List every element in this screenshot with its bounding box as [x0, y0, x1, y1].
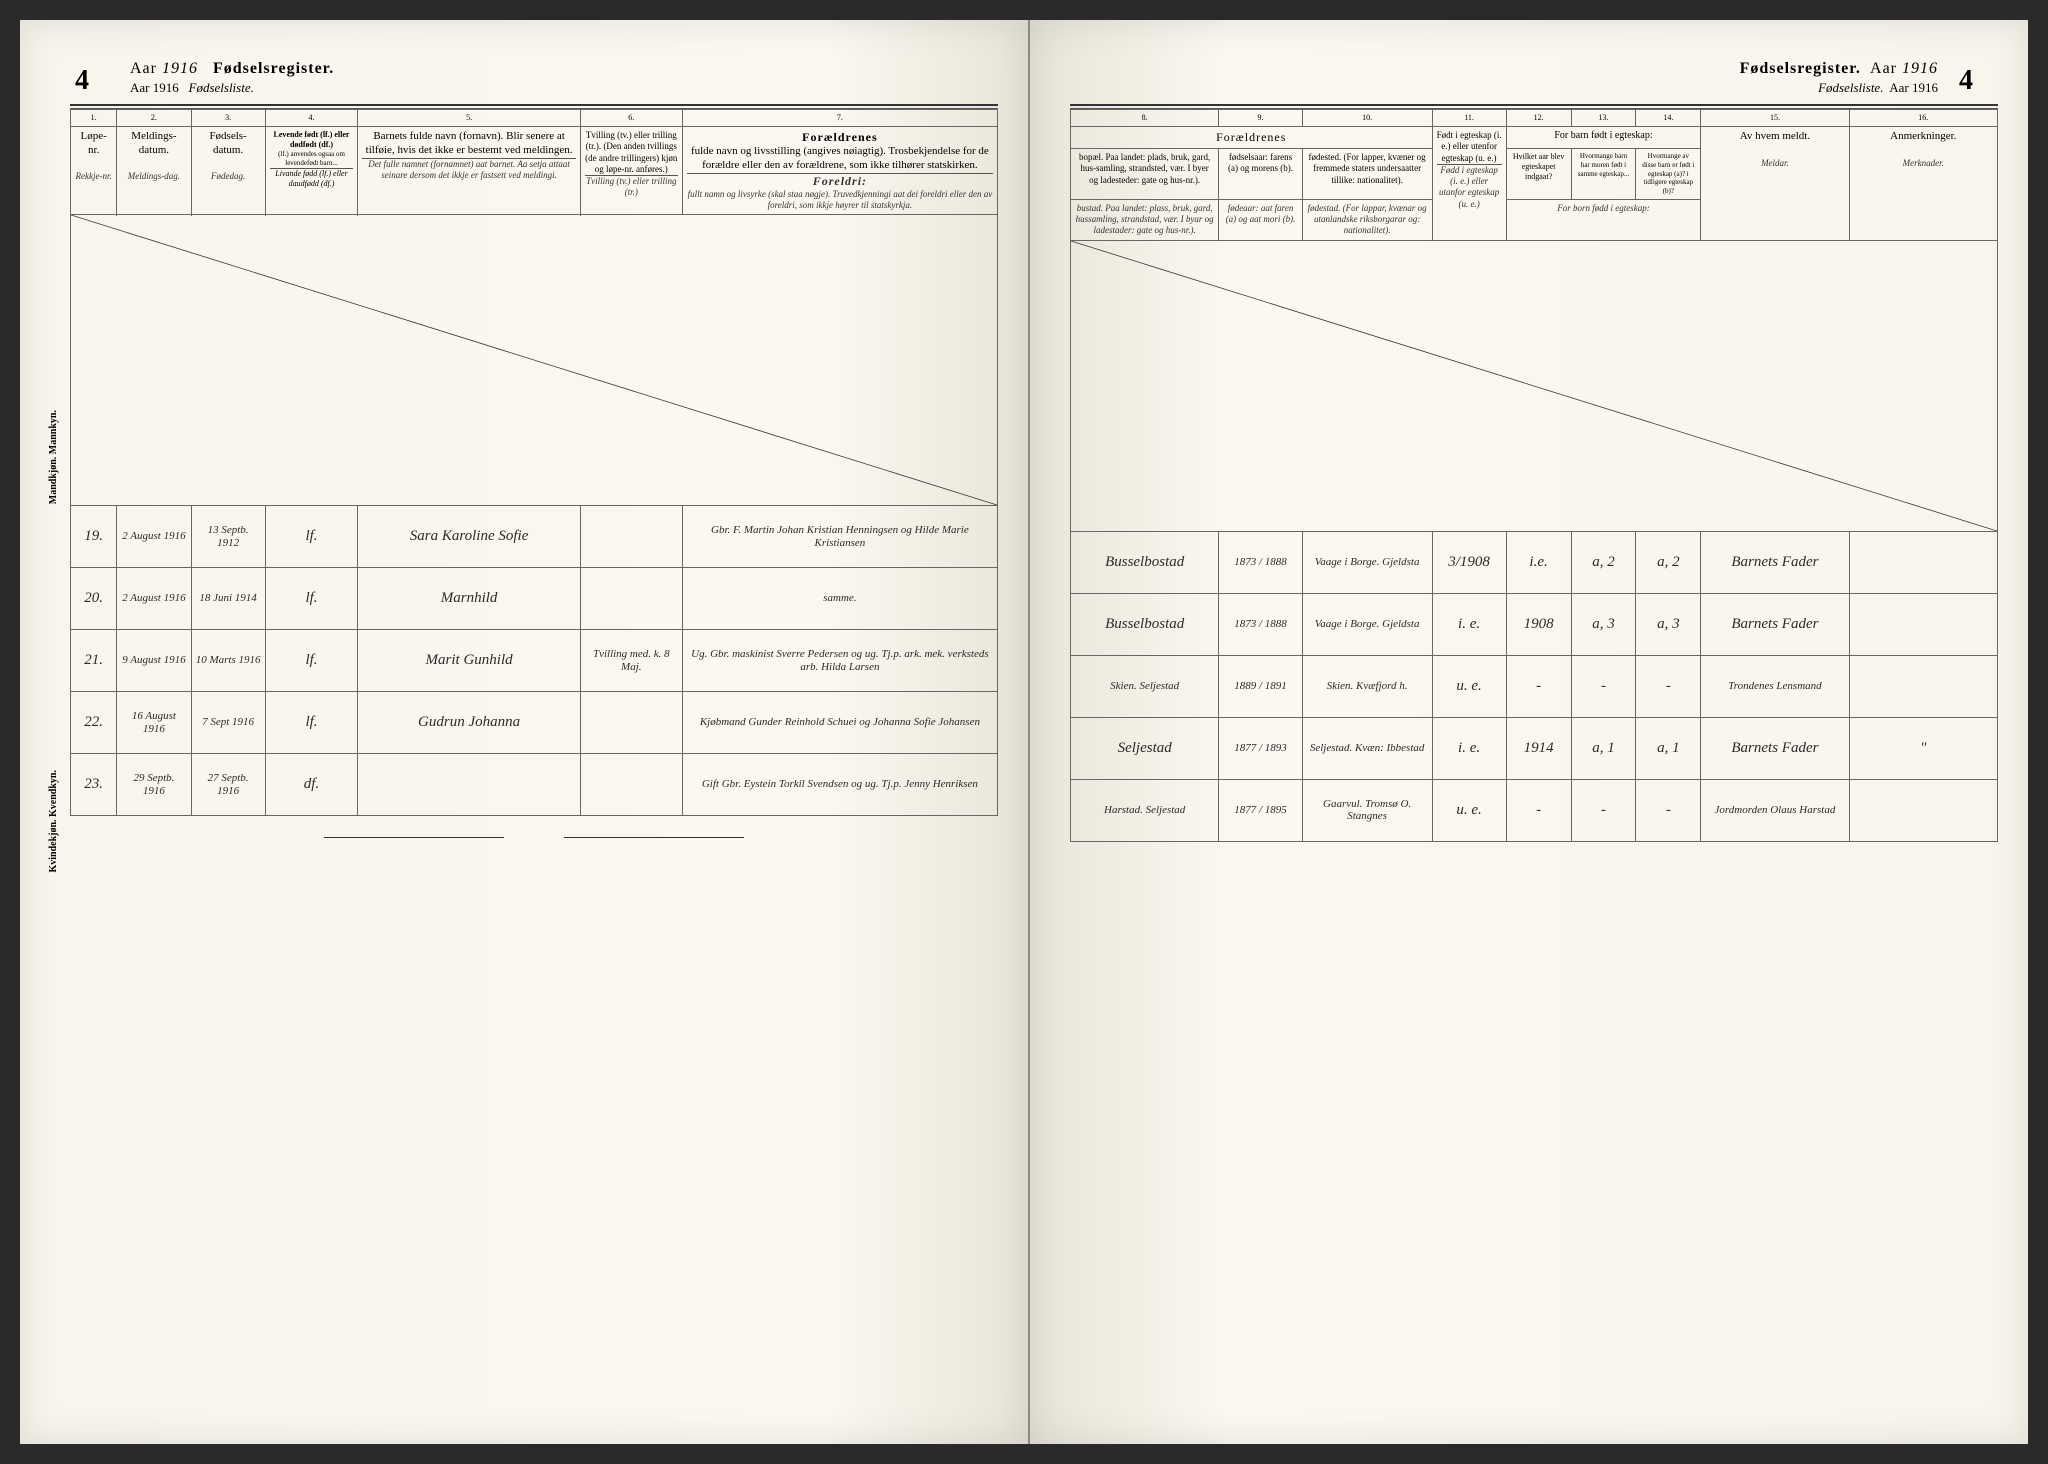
left-table: 1. 2. 3. 4. 5. 6. 7. Løpe-nr. Rekkje-nr.… [70, 109, 998, 816]
entry-nr: 19. [71, 506, 117, 568]
right-table: 8. 9. 10. 11. 12. 13. 14. 15. 16. Foræld… [1070, 109, 1998, 842]
c10a: fødested. (For lapper, kvæner og fremmed… [1307, 152, 1428, 186]
col4note: (lf.) anvendes ogsaa om levendefødt barn… [270, 150, 354, 168]
c9b: fødeaar: aat faren (a) og aat mori (b). [1219, 199, 1302, 240]
col3a: Fødsels-datum. [196, 130, 261, 158]
list-title-r: Fødselsliste. [1818, 80, 1883, 95]
colnum: 5. [358, 110, 580, 127]
colnum: 3. [191, 110, 265, 127]
side-label-kvinne: Kvindekjøn. Kvendkyn. [48, 770, 59, 873]
col6b: Tvilling (tv.) eller trilling (tr.) [585, 176, 678, 199]
table-row: Seljestad 1877 / 1893 Seljestad. Kvæn: I… [1071, 717, 1998, 779]
entry-meld: 2 August 1916 [117, 506, 191, 568]
c15a: Av hvem meldt. [1705, 130, 1844, 144]
list-title: Fødselsliste. [189, 80, 254, 95]
register-title-r: Fødselsregister. [1740, 60, 1861, 77]
c16a: Anmerkninger. [1854, 130, 1993, 144]
c11a: Født i egteskap (i. e.) eller utenfor eg… [1437, 130, 1502, 164]
egteskap-head2: For born fødd i egteskap: [1506, 199, 1701, 240]
table-row: 20. 2 August 1916 18 Juni 1914 lf. Marnh… [71, 568, 998, 630]
book-spread: 4 Aar 1916 Fødselsregister. Aar 1916 Fød… [20, 20, 2028, 1444]
colnum: 6. [580, 110, 682, 127]
table-row: Harstad. Seljestad 1877 / 1895 Gaarvul. … [1071, 779, 1998, 841]
colnum: 7. [682, 110, 997, 127]
entry-lf: lf. [265, 506, 358, 568]
c12a: Hvilket aar blev egteskapet indgaat? [1506, 149, 1571, 200]
parents-head: Forældrenes [1071, 127, 1433, 149]
entry-foreldre: Gbr. F. Martin Johan Kristian Henningsen… [682, 506, 997, 568]
side-label-mann: Mandkjøn. Mannkyn. [48, 410, 59, 504]
right-page: 4 Fødselsregister. Aar 1916 Fødselsliste… [1030, 20, 2028, 1444]
entry-fod: 13 Septb. 1912 [191, 506, 265, 568]
table-row: 22. 16 August 1916 7 Sept 1916 lf. Gudru… [71, 692, 998, 754]
c14a: Hvormange av disse barn er født i egtesk… [1636, 149, 1701, 200]
rule [70, 104, 998, 106]
right-header: Fødselsregister. Aar 1916 Fødselsliste. … [1070, 60, 1938, 96]
c8a: bopæl. Paa landet: plads, bruk, gard, hu… [1075, 152, 1214, 186]
aar-label-2: Aar [130, 80, 150, 95]
c8b: bustad. Paa landet: plass, bruk, gard, h… [1071, 199, 1219, 240]
aar-label: Aar [130, 60, 157, 77]
table-row: 23. 29 Septb. 1916 27 Septb. 1916 df. Gi… [71, 754, 998, 816]
col2a: Meldings-datum. [121, 130, 186, 158]
colnum: 1. [71, 110, 117, 127]
year-right-2: 1916 [1912, 80, 1938, 95]
entry-tv [580, 506, 682, 568]
left-page: 4 Aar 1916 Fødselsregister. Aar 1916 Fød… [20, 20, 1030, 1444]
col5b: Det fulle namnet (fornamnet) aat barnet.… [362, 159, 575, 182]
table-row: 21. 9 August 1916 10 Marts 1916 lf. Mari… [71, 630, 998, 692]
col7a: fulde navn og livsstilling (angives nøia… [687, 145, 993, 173]
year-right: 1916 [1902, 60, 1938, 77]
table-row: Busselbostad 1873 / 1888 Vaage i Borge. … [1071, 531, 1998, 593]
col7head: Forældrenes [687, 130, 993, 145]
left-header: Aar 1916 Fødselsregister. Aar 1916 Fødse… [130, 60, 998, 96]
table-row: Skien. Seljestad 1889 / 1891 Skien. Kvæf… [1071, 655, 1998, 717]
col7b: fullt namn og livsyrke (skal staa nøgje)… [687, 189, 993, 212]
col6a: Tvilling (tv.) eller trilling (tr.). (De… [585, 130, 678, 175]
c11b: Fødd i egteskap (i. e.) eller utanfor eg… [1437, 165, 1502, 210]
aar-label-r2: Aar [1889, 80, 1909, 95]
rule [1070, 104, 1998, 106]
c15b: Meldar. [1705, 158, 1844, 169]
col2b: Meldings-dag. [121, 171, 186, 182]
col7head2: Foreldri: [687, 174, 993, 189]
colnum: 2. [117, 110, 191, 127]
table-row: 19. 2 August 1916 13 Septb. 1912 lf. Sar… [71, 506, 998, 568]
col4b: Livande fødd (lf.) eller daudfødd (df.) [275, 169, 347, 188]
c13a: Hvormange barn har moren født i samme eg… [1571, 149, 1636, 200]
egteskap-head: For barn født i egteskap: [1511, 130, 1697, 143]
col5a: Barnets fulde navn (fornavn). Blir sener… [362, 130, 575, 158]
aar-label-r: Aar [1870, 60, 1897, 77]
year-left-2: 1916 [153, 80, 179, 95]
year-left: 1916 [162, 60, 198, 77]
col4a: Levende født (lf.) eller dødfødt (df.) [274, 130, 350, 149]
col3b: Fødedag. [196, 171, 261, 182]
c9a: fødselsaar: farens (a) og morens (b). [1223, 152, 1297, 175]
crossed-out-section-r [1071, 241, 1997, 531]
c16b: Merknader. [1854, 158, 1993, 169]
register-title: Fødselsregister. [213, 60, 334, 77]
page-number-right: 4 [1959, 65, 1973, 97]
col1a: Løpe-nr. [75, 130, 112, 158]
col1b: Rekkje-nr. [75, 171, 112, 182]
crossed-out-section [71, 215, 997, 505]
colnum: 4. [265, 110, 358, 127]
page-number-left: 4 [75, 65, 89, 97]
footer-lines [70, 826, 998, 838]
table-row: Busselbostad 1873 / 1888 Vaage i Borge. … [1071, 593, 1998, 655]
c10b: fødestad. (For lappar, kvænar og utanlan… [1302, 199, 1432, 240]
entry-navn: Sara Karoline Sofie [358, 506, 580, 568]
